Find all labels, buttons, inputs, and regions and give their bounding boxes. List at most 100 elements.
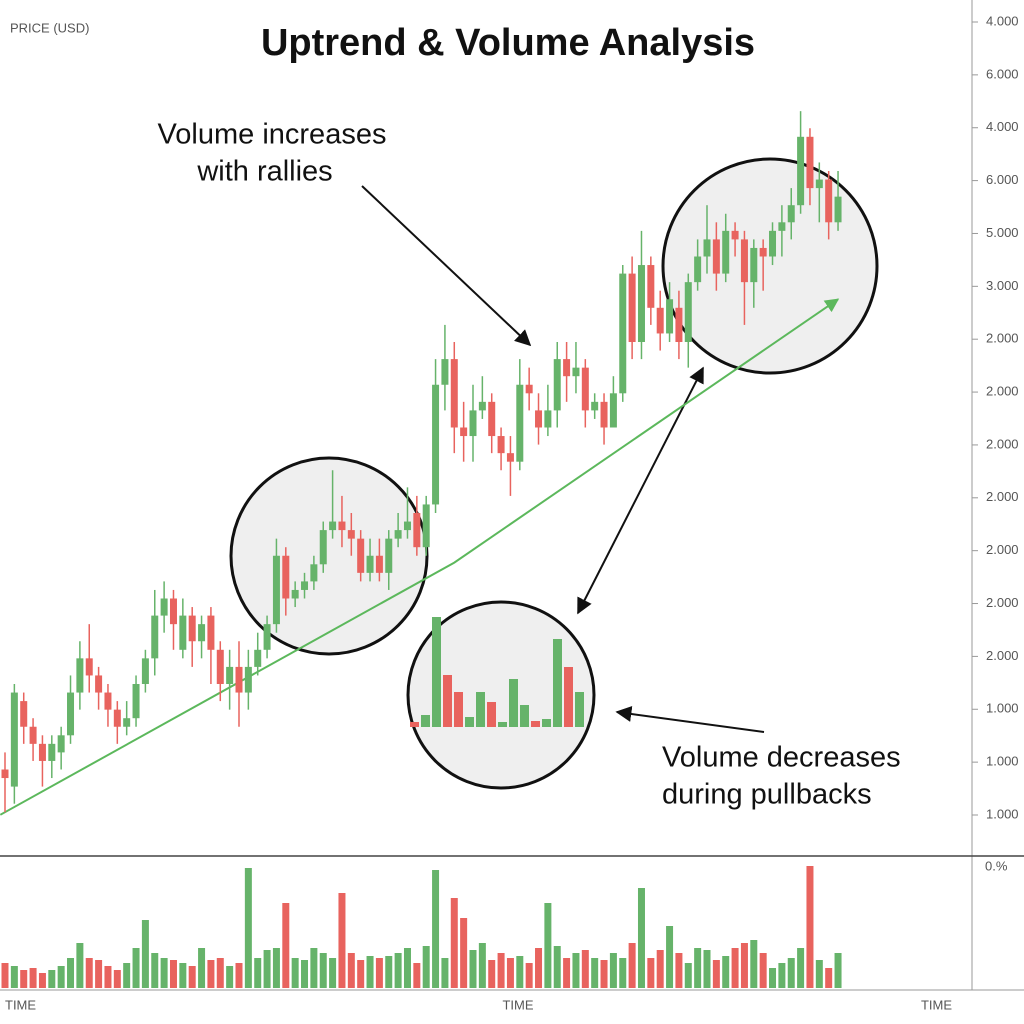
volume-bar	[628, 943, 636, 988]
volume-bar	[581, 950, 589, 988]
candle-body	[703, 239, 711, 257]
inset-volume-bar	[542, 719, 551, 727]
candle-body	[29, 726, 37, 744]
volume-bar	[282, 903, 290, 988]
volume-bar	[469, 950, 477, 988]
inset-volume-bar	[410, 722, 419, 727]
candle-body	[544, 410, 552, 428]
volume-bar	[216, 958, 224, 988]
volume-bar	[403, 948, 411, 988]
candle-body	[769, 230, 777, 257]
candle-body	[375, 555, 383, 573]
volume-bar	[778, 963, 786, 988]
candle-body	[722, 230, 730, 274]
candle-body	[151, 615, 159, 659]
volume-bar	[113, 970, 121, 988]
candle-body	[67, 692, 75, 736]
volume-bar	[722, 956, 730, 988]
volume-bar	[29, 968, 37, 988]
candle-body	[207, 615, 215, 650]
y-tick-label: 2.000	[986, 542, 1019, 557]
volume-bar	[684, 963, 692, 988]
volume-bar	[244, 868, 252, 988]
volume-bar	[441, 958, 449, 988]
candle-body	[310, 564, 318, 582]
volume-bar	[834, 953, 842, 988]
volume-bar	[750, 940, 758, 988]
volume-bar	[179, 963, 187, 988]
volume-bar	[740, 943, 748, 988]
candle-body	[48, 743, 56, 761]
candle-body	[535, 410, 543, 428]
chart-title: Uptrend & Volume Analysis	[261, 22, 755, 64]
candle-body	[740, 239, 748, 283]
candle-body	[85, 658, 93, 676]
candle-body	[450, 359, 458, 428]
y-tick-label: 1.000	[986, 754, 1019, 769]
inset-volume-bar	[421, 715, 430, 727]
candle-body	[188, 615, 196, 642]
candle-body	[272, 555, 280, 625]
volume-bar	[506, 958, 514, 988]
arrow	[361, 185, 532, 347]
inset-volume-bar	[553, 639, 562, 727]
candle-body	[731, 230, 739, 240]
volume-bar	[85, 958, 93, 988]
volume-bar	[319, 953, 327, 988]
volume-bar	[291, 958, 299, 988]
volume-bar	[769, 968, 777, 988]
volume-bar	[95, 960, 103, 988]
candle-body	[104, 692, 112, 710]
volume-bar	[226, 966, 234, 988]
candle-body	[413, 513, 421, 548]
x-tick-label: TIME	[5, 997, 36, 1012]
y-tick-label: 4.000	[986, 119, 1019, 134]
volume-bar	[422, 946, 430, 988]
annotation-line: Volume increases	[158, 119, 387, 151]
inset-volume-bar	[520, 705, 529, 727]
inset-volume-bar	[476, 692, 485, 727]
candle-body	[656, 307, 664, 334]
y-axis-title: PRICE (USD)	[10, 20, 89, 35]
y-tick-label: 1.000	[986, 806, 1019, 821]
volume-bar	[759, 953, 767, 988]
candle-body	[422, 504, 430, 548]
volume-axis-label: 0.%	[985, 858, 1008, 873]
y-tick-label: 2.000	[986, 331, 1019, 346]
candle-body	[834, 196, 842, 223]
volume-bar	[478, 943, 486, 988]
volume-bar	[787, 958, 795, 988]
candle-body	[216, 649, 224, 684]
volume-bar	[591, 958, 599, 988]
y-tick-label: 2.000	[986, 595, 1019, 610]
volume-bar	[553, 946, 561, 988]
candle-body	[160, 598, 168, 616]
candle-body	[432, 384, 440, 505]
highlight-circle	[229, 456, 429, 656]
candle-body	[712, 239, 720, 274]
volume-bar	[535, 948, 543, 988]
volume-bar	[694, 948, 702, 988]
candle-body	[254, 649, 262, 667]
volume-bar	[572, 953, 580, 988]
inset-volume-bar	[498, 722, 507, 727]
volume-bar	[254, 958, 262, 988]
candle-body	[385, 538, 393, 573]
volume-bar	[48, 970, 56, 988]
volume-bar	[806, 866, 814, 988]
candle-body	[263, 624, 271, 650]
candle-body	[132, 684, 140, 719]
candle-body	[10, 692, 18, 787]
volume-bar	[609, 953, 617, 988]
inset-volume-bar	[509, 679, 518, 727]
candle-body	[301, 581, 309, 590]
volume-bar	[656, 950, 664, 988]
candle-body	[750, 247, 758, 283]
x-tick-label: TIME	[921, 997, 952, 1012]
inset-volume-bar	[465, 717, 474, 727]
volume-bar	[151, 953, 159, 988]
volume-bar	[123, 963, 131, 988]
trendline	[0, 298, 840, 816]
y-tick-label: 4.000	[986, 13, 1019, 28]
volume-bar	[432, 870, 440, 988]
